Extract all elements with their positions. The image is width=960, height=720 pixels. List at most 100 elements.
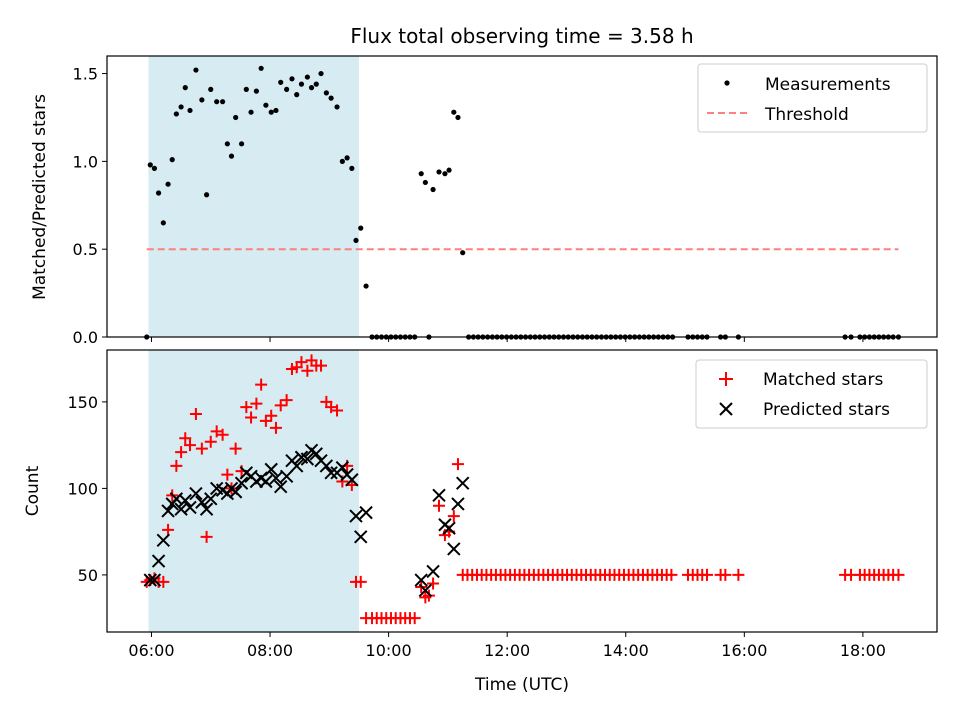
matched-star-point	[269, 421, 282, 434]
predicted-star-point	[451, 497, 465, 511]
predicted-star-point	[335, 460, 350, 475]
predicted-star-point	[442, 521, 456, 535]
matched-star-point	[184, 439, 196, 452]
legend-measurements-label: Measurements	[765, 75, 891, 95]
predicted-star-point	[151, 554, 166, 568]
measurement-point	[308, 85, 315, 91]
matched-star-point	[665, 568, 678, 581]
measurement-point	[151, 165, 158, 171]
matched-star-point	[179, 432, 192, 445]
measurement-point	[349, 165, 355, 171]
measurement-point	[353, 237, 359, 244]
y-tick-label: 50	[78, 566, 98, 585]
measurement-point	[328, 95, 334, 101]
predicted-star-point	[156, 533, 171, 548]
bottom-legend-box	[695, 359, 928, 429]
matched-star-point	[295, 356, 308, 369]
matched-star-point	[408, 612, 421, 625]
matched-star-point	[719, 568, 732, 581]
measurement-point	[199, 97, 205, 103]
predicted-star-point	[234, 476, 249, 490]
predicted-star-point	[189, 486, 203, 501]
measurement-point	[436, 169, 442, 175]
measurement-point	[334, 104, 340, 110]
top-panel: 0.0 0.5 1.0 1.5 Matched/Predicted stars Mea…	[30, 55, 938, 347]
measurement-point	[220, 99, 226, 105]
measurement-point	[258, 65, 264, 71]
measurement-point	[248, 109, 254, 115]
predicted-star-point	[199, 502, 214, 516]
matched-star-point	[170, 459, 183, 472]
top-axes-frame	[106, 55, 938, 338]
legend-predicted-label: Predicted stars	[763, 400, 890, 420]
predicted-star-point	[259, 474, 273, 489]
predicted-star-point	[414, 573, 428, 587]
bottom-x-axis: 06:00 08:00 10:00 12:00 14:00 16:00 18:00	[128, 632, 886, 660]
measurement-point	[224, 141, 230, 147]
bottom-legend: Matched stars Predicted stars	[695, 359, 928, 429]
matched-star-point	[221, 468, 234, 481]
predicted-star-point	[300, 452, 315, 466]
measurement-point	[451, 109, 457, 115]
predicted-star-point	[319, 459, 334, 473]
measurement-point	[204, 192, 210, 198]
y-tick-label: 1.5	[73, 65, 98, 84]
measurement-point	[304, 74, 310, 80]
y-tick-label: 1.0	[73, 152, 98, 171]
legend-matched-marker	[719, 372, 733, 386]
legend-matched-label: Matched stars	[763, 370, 883, 390]
matched-star-point	[451, 458, 464, 471]
top-y-axis: 0.0 0.5 1.0 1.5	[73, 65, 107, 347]
bottom-shaded-interval	[148, 350, 359, 632]
y-tick-label: 100	[67, 479, 98, 498]
y-tick-label: 0.0	[73, 328, 98, 347]
legend-predicted-marker	[719, 402, 733, 416]
predicted-star-point	[178, 493, 192, 508]
measurement-point	[358, 225, 364, 231]
measurement-point	[344, 155, 350, 161]
measurement-point	[228, 153, 235, 159]
measurement-point	[422, 179, 428, 186]
x-tick-label: 06:00	[128, 641, 174, 660]
measurement-point	[214, 99, 220, 105]
measurement-point	[238, 141, 245, 147]
x-tick-label: 18:00	[840, 641, 886, 660]
measurement-point	[268, 109, 274, 115]
top-y-axis-label: Matched/Predicted stars	[30, 94, 50, 300]
chart-title: Flux total observing time = 3.58 h	[350, 24, 693, 48]
matched-star-point	[265, 409, 278, 422]
predicted-star-point	[324, 466, 338, 480]
measurement-point	[430, 186, 436, 193]
measurement-point	[147, 162, 153, 168]
matched-star-point	[427, 577, 440, 590]
top-legend-box	[697, 63, 928, 133]
matched-star-point	[331, 404, 344, 417]
measurement-point	[155, 190, 162, 196]
bottom-plot-area	[140, 354, 905, 625]
measurement-point	[442, 171, 448, 177]
matched-star-point	[301, 364, 314, 377]
measurement-point	[173, 111, 179, 117]
predicted-star-point	[426, 564, 440, 579]
predicted-star-point	[447, 542, 461, 556]
measurement-point	[243, 86, 249, 92]
measurement-point	[273, 107, 279, 114]
measurement-point	[289, 76, 295, 82]
measurement-point	[208, 86, 214, 92]
predicted-star-point	[264, 462, 278, 477]
predicted-star-point	[456, 476, 470, 490]
predicted-star-point	[432, 488, 446, 503]
predicted-star-point	[290, 459, 304, 473]
predicted-star-point	[345, 473, 359, 487]
predicted-star-point	[195, 495, 209, 509]
x-tick-label: 14:00	[603, 641, 649, 660]
top-x-ticks	[150, 337, 864, 342]
predicted-star-point	[359, 505, 373, 520]
predicted-star-point	[269, 471, 283, 485]
predicted-star-point	[228, 485, 243, 499]
measurement-point	[298, 81, 305, 87]
legend-measurements-marker	[724, 80, 730, 86]
matched-star-point	[433, 499, 445, 512]
predicted-star-point	[143, 573, 157, 587]
